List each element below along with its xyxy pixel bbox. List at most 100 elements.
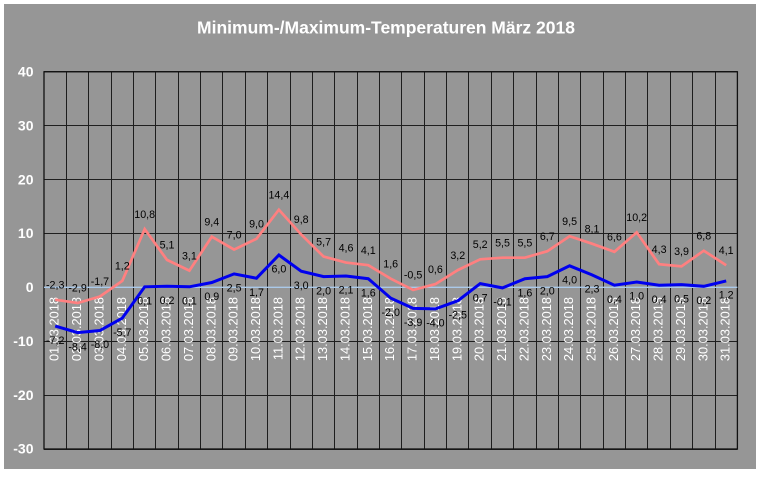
- svg-text:8,1: 8,1: [585, 223, 600, 235]
- svg-text:3,2: 3,2: [450, 250, 465, 262]
- svg-text:-30: -30: [13, 441, 33, 457]
- svg-text:Minimum-/Maximum-Temperaturen: Minimum-/Maximum-Temperaturen März 2018: [197, 18, 575, 38]
- svg-text:4,1: 4,1: [361, 245, 376, 257]
- svg-text:10,2: 10,2: [626, 212, 647, 224]
- svg-text:5,7: 5,7: [316, 236, 331, 248]
- svg-text:4,0: 4,0: [562, 275, 577, 287]
- svg-text:0,1: 0,1: [182, 296, 197, 308]
- svg-text:22.03.2018: 22.03.2018: [516, 297, 531, 361]
- svg-text:12.03.2018: 12.03.2018: [293, 297, 308, 361]
- svg-text:-2,3: -2,3: [46, 279, 64, 291]
- svg-text:5,5: 5,5: [517, 237, 532, 249]
- svg-text:0,9: 0,9: [204, 291, 219, 303]
- svg-text:05.03.2018: 05.03.2018: [136, 297, 151, 361]
- svg-text:14,4: 14,4: [268, 189, 289, 201]
- svg-text:14.03.2018: 14.03.2018: [338, 297, 353, 361]
- svg-text:4,1: 4,1: [719, 245, 734, 257]
- svg-text:10: 10: [18, 225, 34, 241]
- svg-text:28.03.2018: 28.03.2018: [651, 297, 666, 361]
- svg-text:11.03.2018: 11.03.2018: [270, 297, 285, 360]
- svg-text:9,5: 9,5: [562, 216, 577, 228]
- svg-text:08.03.2018: 08.03.2018: [203, 297, 218, 361]
- svg-text:19.03.2018: 19.03.2018: [449, 297, 464, 361]
- svg-text:10.03.2018: 10.03.2018: [248, 297, 263, 361]
- svg-text:1,0: 1,0: [629, 291, 644, 303]
- svg-text:13.03.2018: 13.03.2018: [315, 297, 330, 361]
- svg-text:9,8: 9,8: [294, 214, 309, 226]
- svg-text:-10: -10: [13, 333, 33, 349]
- svg-text:5,5: 5,5: [495, 237, 510, 249]
- svg-text:18.03.2018: 18.03.2018: [427, 297, 442, 361]
- svg-text:0,4: 0,4: [652, 294, 667, 306]
- svg-text:30.03.2018: 30.03.2018: [695, 297, 710, 361]
- svg-text:1,6: 1,6: [383, 258, 398, 270]
- svg-text:-3,9: -3,9: [404, 317, 422, 329]
- svg-text:3,0: 3,0: [294, 280, 309, 292]
- svg-text:-5,7: -5,7: [113, 327, 131, 339]
- svg-text:26.03.2018: 26.03.2018: [606, 297, 621, 361]
- svg-text:4,3: 4,3: [652, 244, 667, 256]
- svg-text:15.03.2018: 15.03.2018: [360, 297, 375, 361]
- svg-text:24.03.2018: 24.03.2018: [561, 297, 576, 361]
- svg-text:2,0: 2,0: [316, 285, 331, 297]
- svg-text:-7,2: -7,2: [46, 335, 64, 347]
- svg-text:1,6: 1,6: [517, 287, 532, 299]
- svg-text:07.03.2018: 07.03.2018: [181, 297, 196, 361]
- svg-text:3,1: 3,1: [182, 250, 197, 262]
- svg-text:1,2: 1,2: [115, 261, 130, 273]
- svg-text:16.03.2018: 16.03.2018: [382, 297, 397, 361]
- svg-text:29.03.2018: 29.03.2018: [673, 297, 688, 361]
- svg-text:5,1: 5,1: [160, 240, 175, 252]
- svg-text:20.03.2018: 20.03.2018: [472, 297, 487, 361]
- svg-text:2,3: 2,3: [585, 284, 600, 296]
- svg-text:0,2: 0,2: [696, 295, 711, 307]
- svg-text:25.03.2018: 25.03.2018: [584, 297, 599, 361]
- svg-text:6,8: 6,8: [696, 230, 711, 242]
- svg-text:-8,0: -8,0: [91, 339, 109, 351]
- svg-text:17.03.2018: 17.03.2018: [405, 297, 420, 361]
- svg-text:3,9: 3,9: [674, 246, 689, 258]
- svg-text:06.03.2018: 06.03.2018: [159, 297, 174, 361]
- svg-text:-0,1: -0,1: [493, 297, 511, 309]
- svg-text:2,5: 2,5: [227, 283, 242, 295]
- svg-text:0: 0: [26, 279, 34, 295]
- svg-text:-1,7: -1,7: [91, 276, 109, 288]
- svg-text:6,7: 6,7: [540, 231, 555, 243]
- svg-text:27.03.2018: 27.03.2018: [628, 297, 643, 361]
- svg-text:1,2: 1,2: [719, 290, 734, 302]
- svg-text:7,0: 7,0: [227, 229, 242, 241]
- svg-text:21.03.2018: 21.03.2018: [494, 297, 509, 361]
- svg-text:30: 30: [18, 117, 34, 133]
- svg-text:09.03.2018: 09.03.2018: [226, 297, 241, 361]
- svg-text:9,4: 9,4: [204, 216, 219, 228]
- svg-text:9,0: 9,0: [249, 219, 264, 231]
- svg-text:0,4: 0,4: [607, 294, 622, 306]
- svg-text:4,6: 4,6: [339, 242, 354, 254]
- svg-text:0,7: 0,7: [473, 292, 488, 304]
- svg-text:2,0: 2,0: [540, 285, 555, 297]
- svg-text:-2,0: -2,0: [381, 307, 399, 319]
- svg-text:01.03.2018: 01.03.2018: [47, 297, 62, 361]
- svg-text:0,2: 0,2: [160, 295, 175, 307]
- svg-text:-4,0: -4,0: [426, 318, 444, 330]
- svg-text:5,2: 5,2: [473, 239, 488, 251]
- svg-text:10,8: 10,8: [134, 209, 155, 221]
- svg-text:-2,9: -2,9: [68, 283, 86, 295]
- svg-text:23.03.2018: 23.03.2018: [539, 297, 554, 361]
- svg-text:31.03.2018: 31.03.2018: [718, 297, 733, 361]
- svg-text:1,6: 1,6: [361, 287, 376, 299]
- svg-text:-2,5: -2,5: [449, 310, 467, 322]
- svg-text:6,6: 6,6: [607, 232, 622, 244]
- svg-text:-0,5: -0,5: [404, 270, 422, 282]
- svg-text:0,6: 0,6: [428, 264, 443, 276]
- svg-text:-8,4: -8,4: [68, 341, 86, 353]
- svg-text:0,1: 0,1: [137, 296, 152, 308]
- svg-text:2,1: 2,1: [339, 285, 354, 297]
- svg-text:1,7: 1,7: [249, 287, 264, 299]
- svg-text:02.03.2018: 02.03.2018: [69, 297, 84, 361]
- svg-text:03.03.2018: 03.03.2018: [91, 297, 106, 361]
- svg-text:6,0: 6,0: [271, 264, 286, 276]
- svg-text:0,5: 0,5: [674, 293, 689, 305]
- svg-text:-20: -20: [13, 387, 33, 403]
- svg-text:40: 40: [18, 64, 34, 80]
